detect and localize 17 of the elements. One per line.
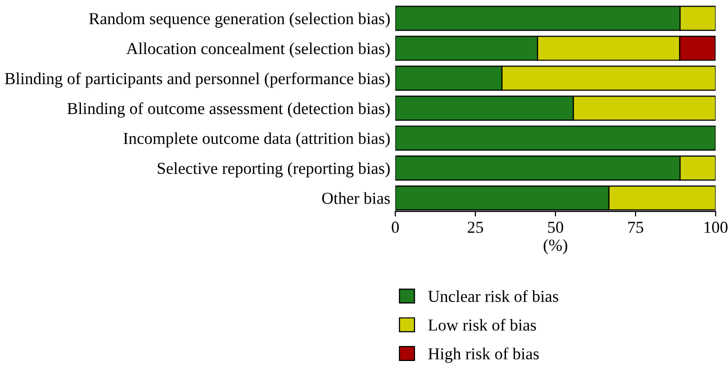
x-tick-label: 25: [468, 222, 484, 233]
y-tick-label: Incomplete outcome data (attrition bias): [124, 132, 390, 148]
legend-label: Unclear risk of bias: [428, 290, 558, 302]
legend-label: High risk of bias: [428, 348, 539, 363]
x-axis-title: (%): [544, 239, 568, 254]
y-tick-label: Blinding of outcome assessment (detection bias): [67, 102, 390, 118]
x-tick-label: 100: [704, 222, 728, 233]
legend-label: Low risk of bias: [428, 318, 536, 331]
y-tick-label: Other bias: [322, 192, 390, 204]
y-tick-label: Allocation concealment (selection bias): [126, 42, 390, 58]
y-tick-label: Selective reporting (reporting bias): [158, 162, 390, 178]
x-tick-label: 0: [392, 222, 399, 233]
x-tick-label: 75: [628, 222, 644, 233]
bar: [395, 126, 716, 151]
x-tick-label: 50: [548, 222, 564, 233]
y-tick-label: Random sequence generation (selection bias): [89, 12, 390, 28]
y-tick-label: Blinding of participants and personnel (performance bias): [4, 72, 390, 88]
